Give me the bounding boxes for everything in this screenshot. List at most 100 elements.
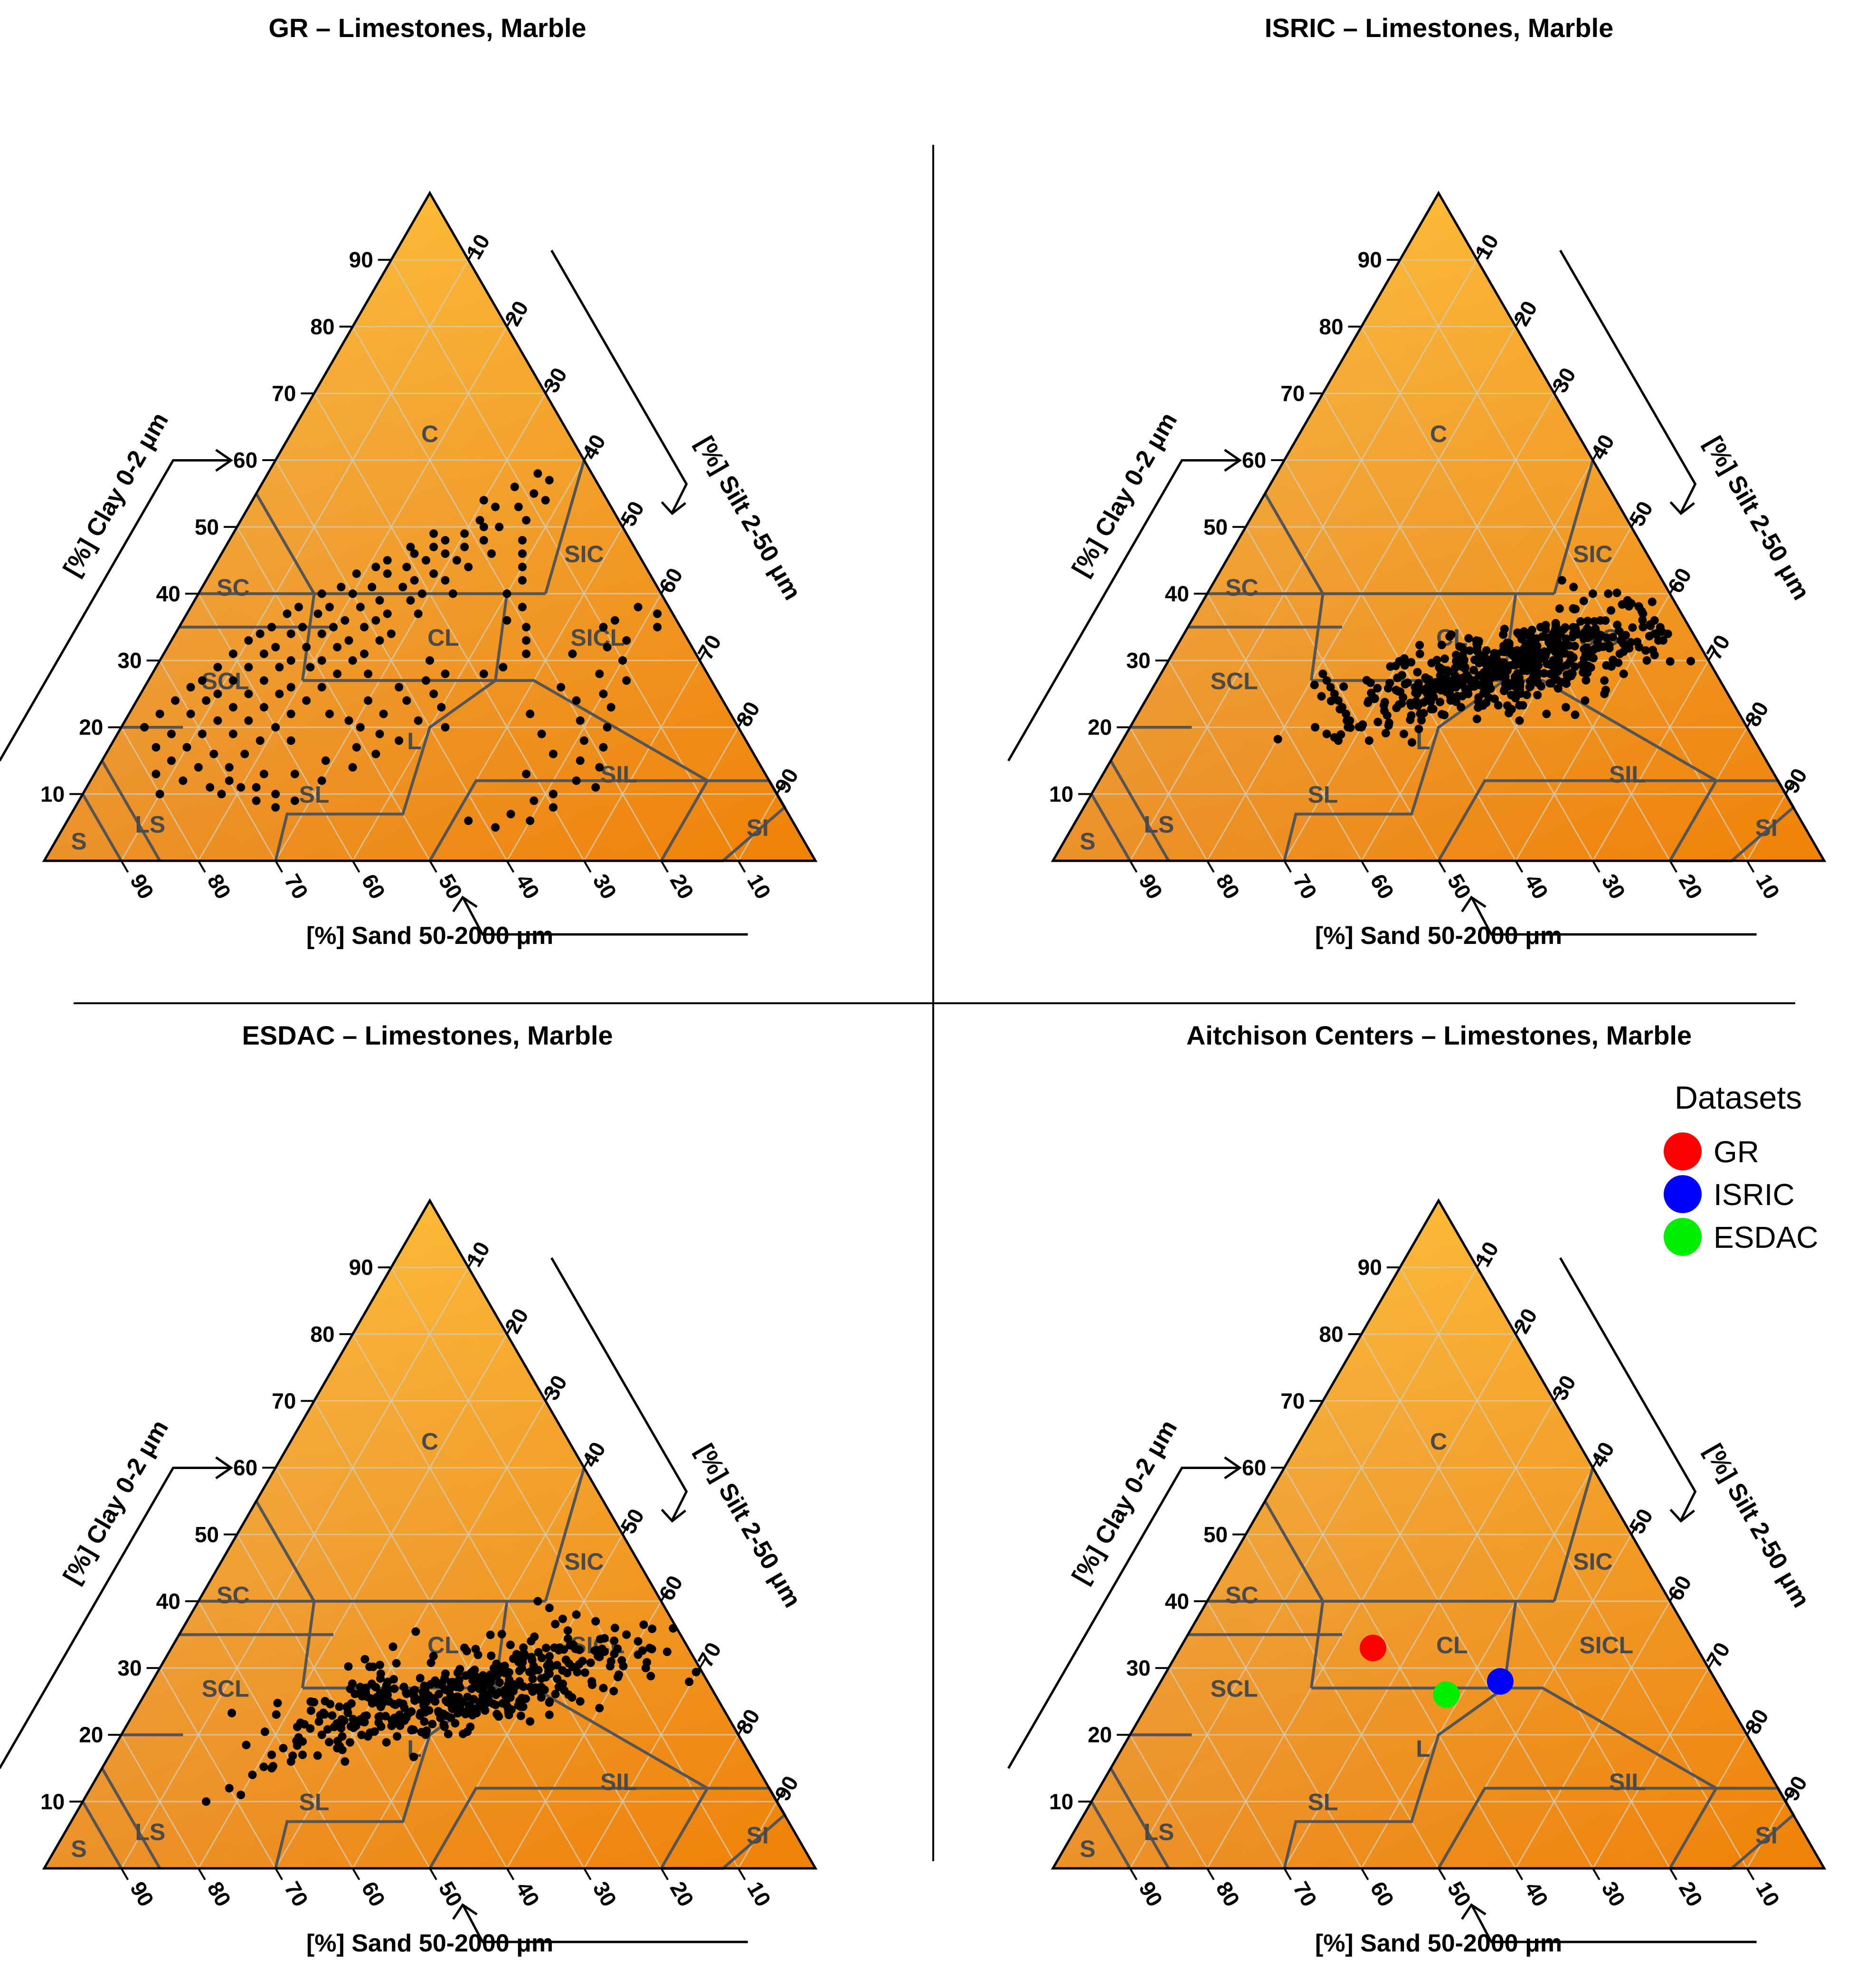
data-point — [1423, 689, 1432, 698]
data-point — [326, 1700, 335, 1709]
class-boundary — [81, 793, 123, 862]
data-point — [1414, 679, 1423, 688]
data-point — [379, 709, 388, 718]
class-label: SIL — [600, 761, 637, 788]
data-point — [167, 729, 176, 738]
data-point — [572, 696, 581, 705]
tick-label-sand: 30 — [1597, 1877, 1630, 1911]
arrow-clay — [0, 1466, 230, 1769]
tick-mark-silt — [1592, 448, 1601, 461]
tick-label-clay: 30 — [1126, 648, 1150, 673]
data-point — [259, 676, 268, 685]
data-point — [237, 1790, 246, 1800]
class-label: SC — [217, 1582, 249, 1608]
tick-mark-silt — [1785, 1790, 1793, 1802]
data-point — [179, 776, 188, 785]
class-label: SC — [1225, 1582, 1258, 1608]
data-point — [495, 1678, 504, 1687]
data-point — [390, 1684, 399, 1693]
legend-swatch-esdac — [1664, 1218, 1702, 1256]
tick-mark-sand — [737, 1867, 746, 1881]
data-point — [1549, 657, 1558, 666]
data-point — [1480, 674, 1489, 683]
tick-label-sand: 60 — [1365, 1877, 1399, 1911]
arrow-silt — [550, 249, 688, 513]
tick-mark-silt — [1785, 782, 1793, 795]
class-label: SIL — [1609, 1769, 1646, 1795]
data-point — [1464, 634, 1473, 643]
data-point — [530, 796, 539, 805]
legend-swatch-isric — [1664, 1175, 1702, 1213]
data-point — [483, 1673, 493, 1682]
grid-line-sand — [1129, 726, 1208, 861]
tick-mark-silt — [1630, 515, 1639, 528]
data-point — [573, 1668, 582, 1677]
data-point — [1342, 716, 1351, 725]
grid-line-sand — [1206, 593, 1362, 861]
data-point — [1451, 678, 1460, 687]
data-point — [217, 790, 226, 799]
data-point — [1522, 650, 1531, 660]
data-point — [1571, 604, 1580, 613]
class-label: L — [407, 728, 422, 754]
class-boundary — [1437, 1787, 1716, 1869]
data-point — [575, 1645, 584, 1654]
data-point — [171, 696, 180, 705]
data-point — [528, 1674, 537, 1683]
class-label: SL — [1307, 1789, 1338, 1815]
data-point — [227, 1708, 237, 1717]
tick-label-clay: 10 — [40, 782, 65, 806]
class-boundary — [1283, 679, 1718, 862]
tick-label-clay: 90 — [1358, 247, 1382, 272]
data-point — [376, 1669, 385, 1678]
data-point — [286, 709, 295, 718]
class-boundary — [101, 1767, 161, 1869]
data-point — [371, 749, 380, 758]
tick-label-clay: 20 — [1088, 1723, 1112, 1747]
axis-title-clay: [%] Clay 0-2 μm — [58, 1415, 174, 1588]
data-point — [310, 1698, 319, 1707]
tick-mark-silt — [1746, 715, 1755, 728]
tick-label-sand: 30 — [588, 1877, 622, 1911]
class-label: SC — [1225, 574, 1258, 601]
data-point — [685, 1677, 694, 1687]
data-point — [622, 1630, 631, 1639]
data-point — [1542, 709, 1551, 718]
data-point — [252, 783, 261, 792]
class-label: LS — [135, 1819, 165, 1846]
data-point — [1427, 681, 1436, 690]
data-point — [460, 542, 469, 551]
tick-label-clay: 40 — [1165, 581, 1189, 606]
data-point — [467, 1684, 476, 1693]
data-point — [268, 1762, 277, 1771]
data-point — [1487, 673, 1496, 682]
arrow-sand — [1471, 898, 1757, 936]
class-label: C — [421, 1428, 438, 1455]
tick-label-clay: 30 — [117, 1656, 142, 1680]
data-point — [437, 703, 446, 712]
data-point — [553, 1674, 562, 1683]
data-point — [549, 749, 558, 758]
data-point — [1566, 650, 1575, 660]
data-point — [259, 770, 268, 779]
data-point — [240, 749, 249, 758]
data-point — [451, 1681, 460, 1690]
data-point — [642, 1658, 651, 1667]
data-point — [606, 703, 616, 712]
data-point — [362, 1711, 371, 1720]
data-point — [491, 502, 500, 511]
class-boundary — [1310, 1601, 1325, 1688]
data-point — [429, 689, 438, 698]
data-point — [1557, 641, 1566, 650]
data-point — [344, 1662, 353, 1671]
data-point — [646, 1672, 655, 1681]
tick-mark-silt — [1476, 1255, 1485, 1268]
data-point — [558, 1666, 567, 1675]
data-point — [325, 603, 334, 612]
data-point — [395, 683, 404, 692]
axis-title-sand: [%] Sand 50-2000 μm — [306, 922, 553, 950]
tick-label-sand: 90 — [1134, 1877, 1168, 1911]
data-point — [1439, 665, 1448, 674]
tick-mark-sand — [1746, 860, 1755, 873]
data-point — [1551, 619, 1560, 628]
